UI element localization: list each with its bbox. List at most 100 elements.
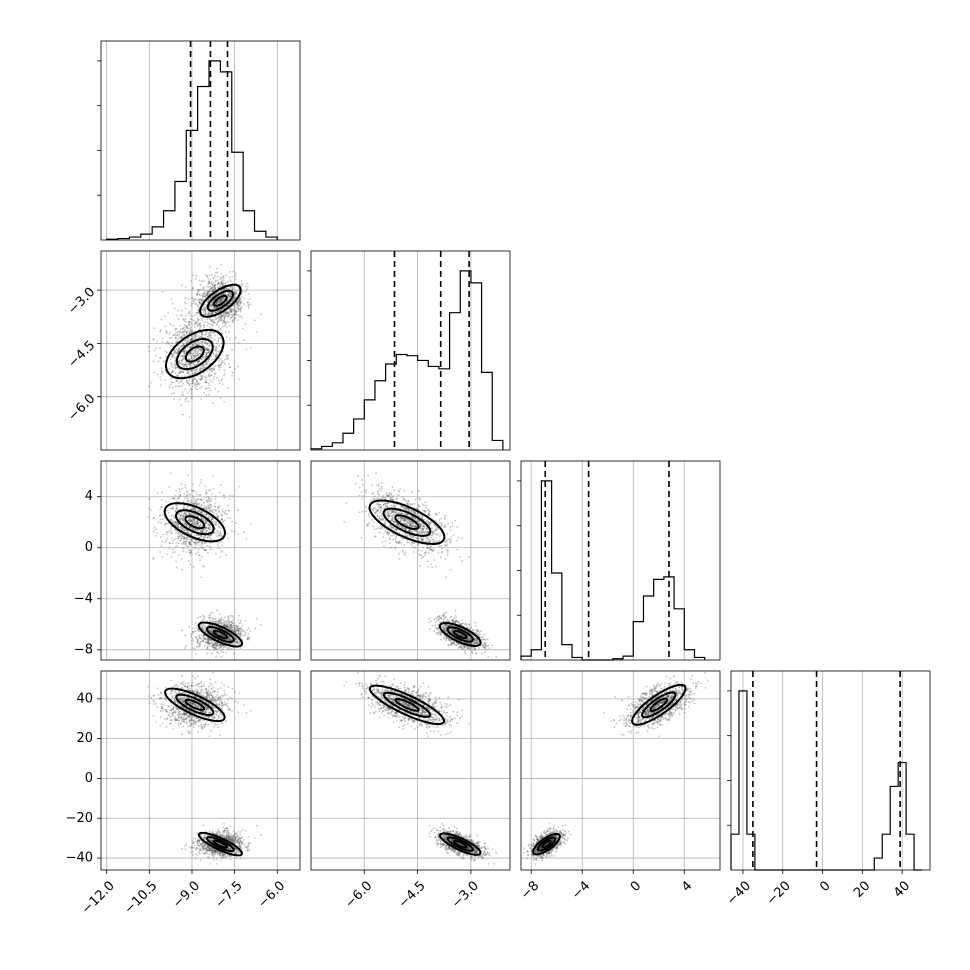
- point-745: [207, 504, 210, 507]
- point-1422: [215, 311, 217, 314]
- point-1518: [190, 289, 193, 292]
- point-462: [185, 365, 188, 368]
- point-1991: [232, 321, 234, 324]
- point-306: [221, 514, 223, 517]
- point-1590: [199, 283, 202, 286]
- point-408: [184, 540, 187, 543]
- point-1838: [207, 322, 210, 325]
- point-1874: [228, 638, 231, 641]
- point-334: [189, 346, 192, 349]
- point-1760: [221, 634, 224, 637]
- point-1566: [230, 626, 233, 629]
- point-1227: [211, 313, 214, 316]
- point-2140: [201, 627, 203, 629]
- point-292: [214, 505, 217, 508]
- point-314: [423, 504, 425, 507]
- point-374: [184, 348, 187, 351]
- point-1398: [241, 283, 243, 286]
- point-1866: [191, 632, 194, 635]
- point-442: [196, 529, 199, 531]
- point-508: [176, 504, 179, 506]
- point-256: [193, 529, 196, 531]
- point-2091: [222, 297, 224, 299]
- point-864: [209, 506, 212, 509]
- point-368: [210, 509, 213, 512]
- point-830: [192, 528, 195, 531]
- point-461: [185, 332, 188, 335]
- point-850: [184, 363, 186, 366]
- point-1142: [211, 295, 214, 298]
- point-683: [201, 376, 203, 379]
- point-1433: [195, 626, 198, 629]
- point-462: [185, 513, 188, 516]
- point-1075: [208, 387, 211, 389]
- point-42: [171, 370, 174, 373]
- point-1859: [202, 295, 205, 297]
- point-38: [375, 512, 377, 514]
- point-183: [177, 523, 180, 526]
- point-47: [203, 505, 206, 507]
- point-1162: [238, 630, 241, 633]
- point-1733: [211, 289, 214, 291]
- point-1344: [218, 633, 221, 636]
- point-698: [174, 367, 177, 370]
- point-262: [402, 497, 405, 500]
- point-359: [387, 512, 390, 514]
- point-1537: [224, 313, 227, 316]
- point-333: [197, 341, 200, 344]
- point-218: [200, 546, 203, 549]
- panel-p1-vs-p2: [310, 460, 511, 661]
- point-449: [408, 508, 411, 511]
- point-536: [182, 518, 185, 521]
- point-40: [199, 509, 202, 512]
- point-709: [210, 518, 213, 521]
- point-2033: [239, 310, 242, 313]
- point-1696: [229, 620, 232, 623]
- point-958: [227, 509, 230, 512]
- point-272: [193, 541, 196, 544]
- point-87: [404, 532, 407, 535]
- point-1199: [215, 631, 218, 634]
- point-679: [180, 345, 183, 348]
- point-1524: [220, 645, 223, 648]
- point-476: [443, 541, 446, 544]
- point-212: [194, 539, 197, 542]
- point-1276: [236, 633, 239, 635]
- point-1728: [228, 292, 231, 295]
- point-1191: [190, 639, 193, 642]
- point-402: [380, 489, 383, 492]
- point-452: [148, 385, 150, 388]
- point-669: [200, 511, 203, 514]
- point-863: [198, 348, 201, 351]
- point-224: [199, 325, 202, 328]
- point-12: [217, 532, 220, 535]
- point-442: [196, 354, 199, 356]
- point-1292: [200, 633, 203, 636]
- point-1769: [221, 316, 223, 319]
- point-418: [377, 497, 380, 500]
- point-238: [446, 543, 449, 546]
- panel-p1-hist: [307, 250, 511, 451]
- point-1104: [235, 292, 237, 295]
- point-747: [191, 522, 193, 525]
- point-18: [204, 376, 206, 378]
- point-648: [179, 327, 182, 330]
- point-879: [245, 537, 248, 540]
- point-823: [178, 514, 181, 517]
- point-1725: [207, 311, 210, 314]
- point-1190: [229, 309, 232, 312]
- point-151: [209, 325, 212, 328]
- point-1386: [207, 290, 210, 293]
- point-449: [194, 508, 197, 511]
- point-157: [212, 332, 214, 334]
- point-300: [183, 528, 186, 531]
- point-388: [177, 523, 180, 526]
- point-594: [213, 345, 216, 348]
- point-979: [174, 522, 177, 524]
- point-2014: [198, 633, 200, 636]
- point-2005: [229, 310, 232, 313]
- point-439: [205, 499, 208, 502]
- point-185: [173, 334, 175, 336]
- point-805: [180, 488, 183, 490]
- point-1531: [226, 625, 229, 628]
